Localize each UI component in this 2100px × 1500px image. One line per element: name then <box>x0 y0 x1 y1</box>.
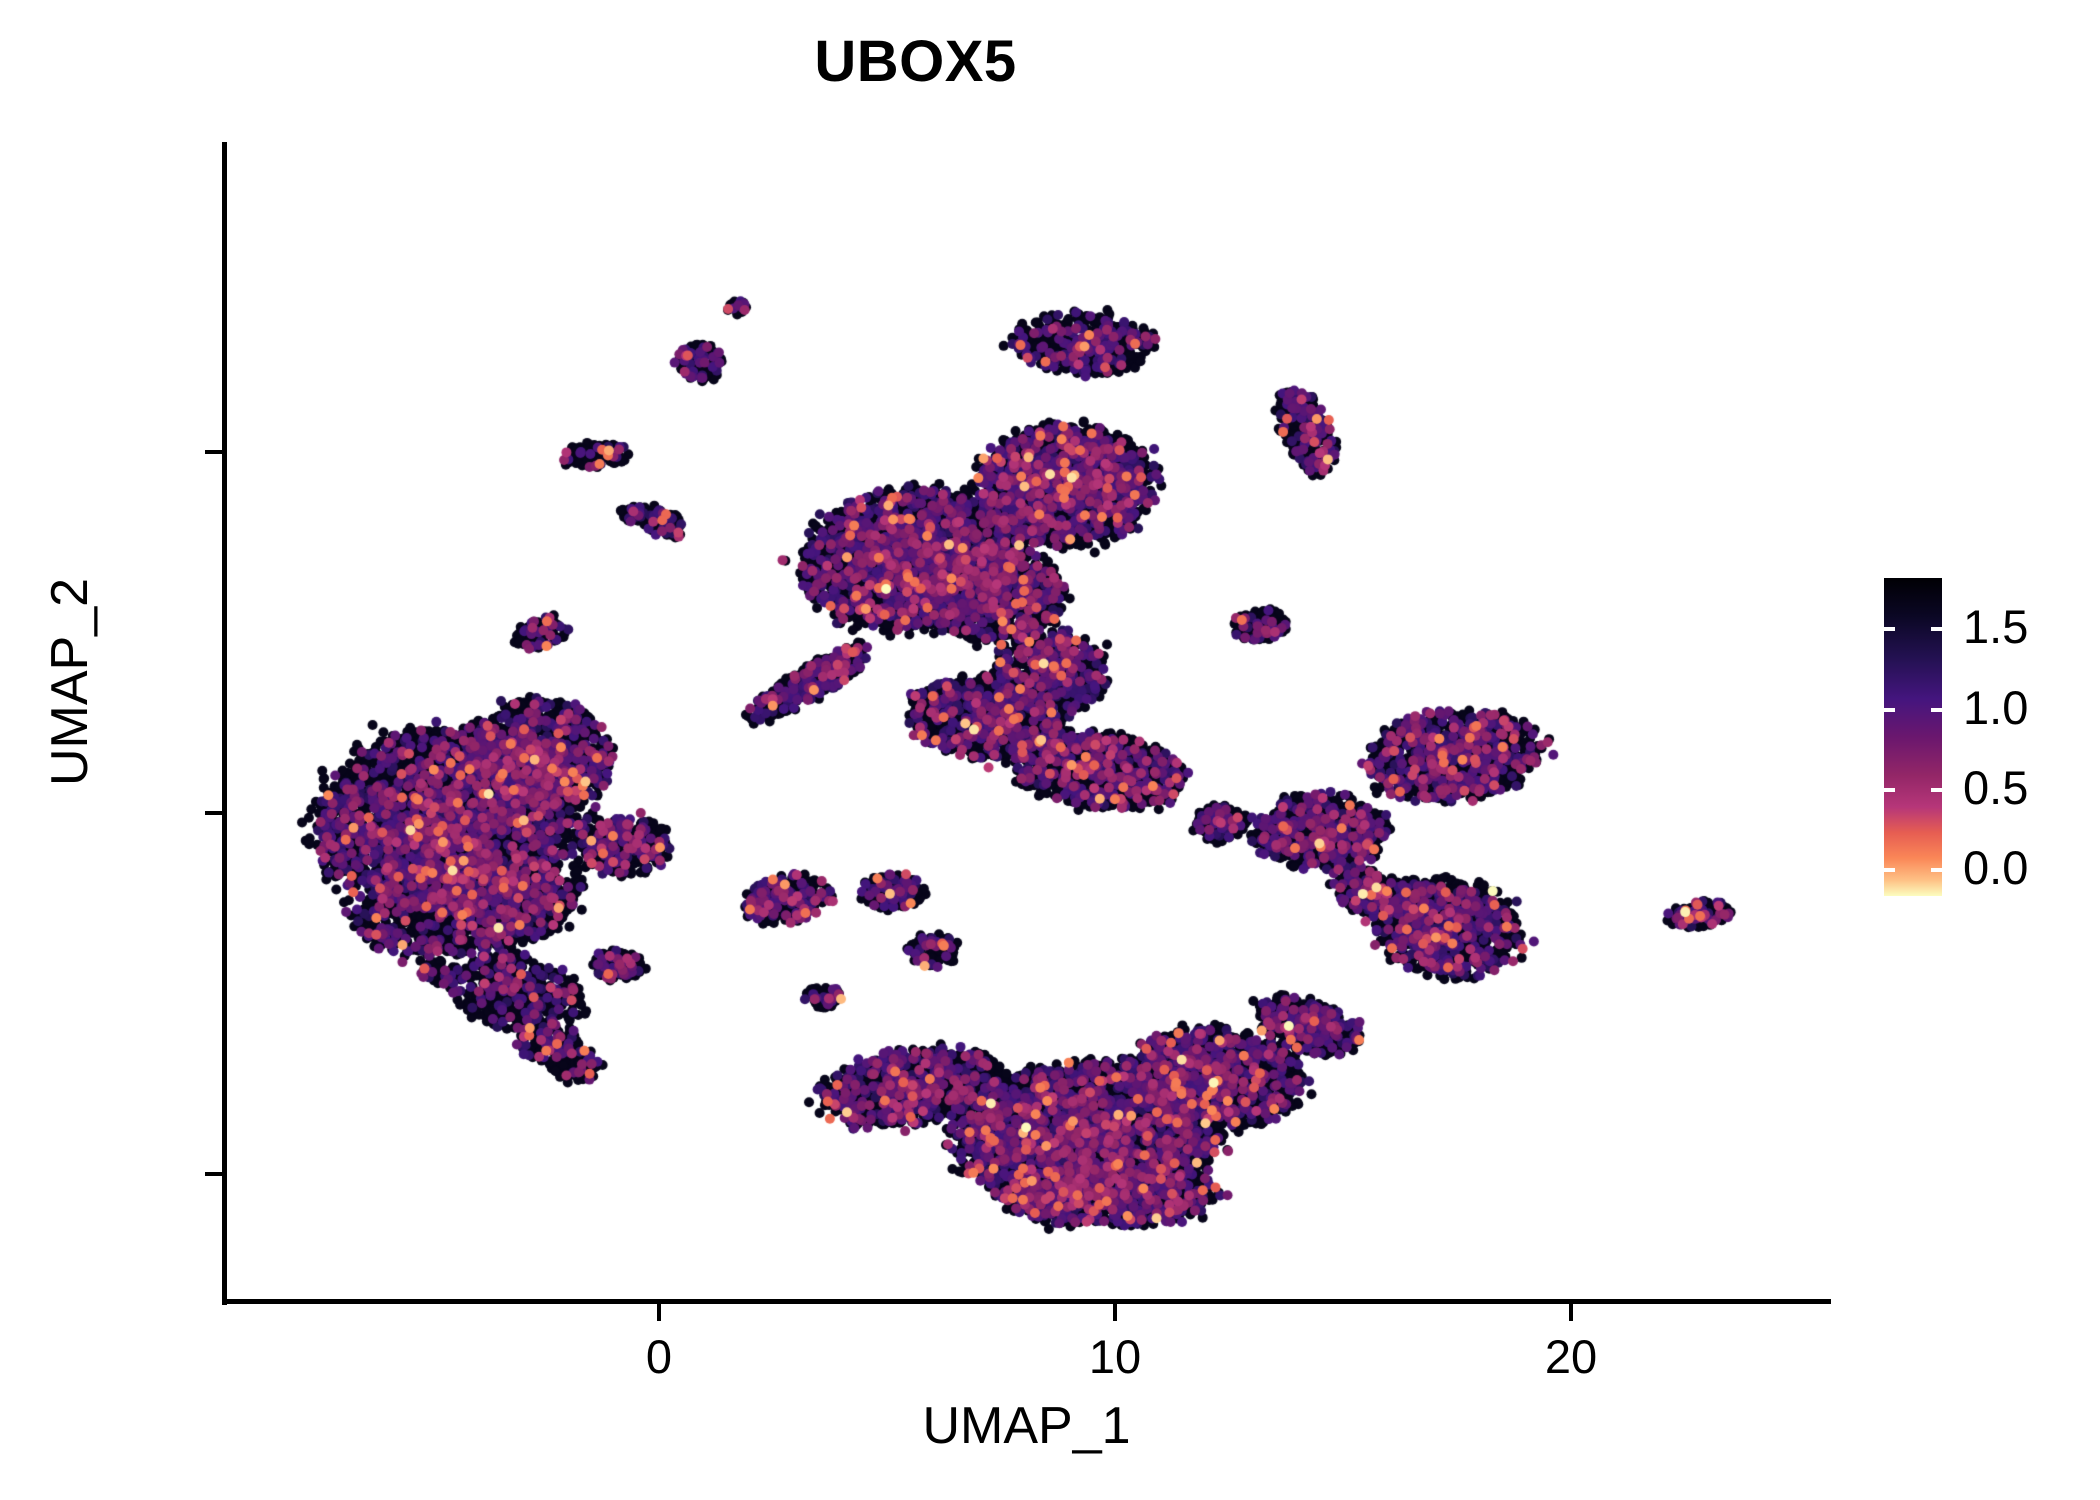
x-axis-label: UMAP_1 <box>922 1397 1131 1455</box>
y-axis-line <box>222 142 227 1305</box>
colorbar-gradient <box>1884 578 1942 896</box>
colorbar-tick-mark <box>1931 868 1942 873</box>
colorbar-tick-label: 1.0 <box>1963 680 2029 734</box>
page-title: UBOX5 <box>814 29 1017 94</box>
scatter-plot-canvas <box>222 120 1832 1302</box>
x-axis-line <box>222 1299 1831 1304</box>
colorbar-tick-mark <box>1884 627 1895 632</box>
x-tick-label: 0 <box>645 1330 673 1383</box>
colorbar-tick-mark <box>1884 868 1895 873</box>
colorbar-tick-mark <box>1884 707 1895 712</box>
colorbar-tick-label: 0.5 <box>1963 761 2029 814</box>
colorbar-legend <box>1884 578 1942 896</box>
y-axis-label: UMAP_2 <box>41 577 99 787</box>
colorbar-tick-mark <box>1931 707 1942 712</box>
x-tick-mark <box>1569 1304 1573 1321</box>
x-tick-mark <box>657 1304 661 1321</box>
colorbar-tick-mark <box>1931 627 1942 632</box>
colorbar-tick-label: 0.0 <box>1963 841 2029 895</box>
x-tick-label: 10 <box>1088 1330 1142 1383</box>
colorbar-tick-label: 1.5 <box>1963 600 2029 654</box>
y-tick-mark <box>205 450 222 454</box>
colorbar-tick-mark <box>1931 788 1942 792</box>
x-tick-mark <box>1113 1304 1117 1321</box>
x-tick-label: 20 <box>1544 1330 1598 1383</box>
colorbar-tick-mark <box>1884 788 1895 792</box>
y-tick-mark <box>205 1172 222 1176</box>
y-tick-mark <box>205 811 222 815</box>
